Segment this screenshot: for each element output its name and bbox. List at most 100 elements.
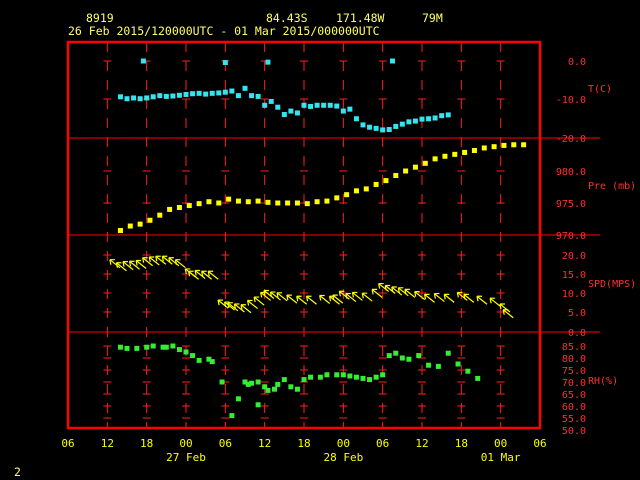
data-point-temperature (340, 108, 346, 114)
wind-barb-shaft (391, 286, 403, 296)
wind-barb-head (296, 295, 302, 302)
wind-barb-head (378, 282, 384, 289)
data-point-pressure (265, 199, 271, 205)
data-point-pressure (511, 142, 517, 148)
wind-barb-shaft (397, 287, 409, 297)
y-tick-label-humidity: 70.0 (562, 378, 586, 389)
data-point-temperature (334, 103, 340, 109)
wind-barb (423, 293, 435, 303)
panel-label-wind: SPD(MPS) (588, 279, 636, 290)
data-point-pressure (235, 198, 241, 204)
wind-barb-head (109, 259, 115, 265)
wind-barb-head (397, 287, 404, 293)
data-point-temperature (268, 98, 274, 104)
data-point-temperature (144, 95, 150, 101)
data-point-humidity (353, 374, 359, 380)
data-point-temperature (308, 103, 314, 109)
data-point-humidity (360, 375, 366, 381)
wind-barb (443, 293, 455, 303)
data-point-temperature (347, 106, 353, 112)
latitude: 84.43S (266, 11, 308, 25)
data-point-humidity (324, 372, 330, 378)
wind-barb-head (361, 292, 368, 299)
wind-barb (351, 291, 363, 301)
x-tick-label: 18 (455, 437, 468, 450)
data-point-temperature (419, 116, 425, 122)
wind-barb-head (187, 270, 194, 277)
data-point-humidity (117, 344, 123, 350)
data-point-humidity (183, 349, 189, 355)
wind-barb-shaft (489, 297, 501, 307)
x-tick-label: 18 (297, 437, 310, 450)
data-point-temperature (390, 58, 395, 64)
wind-barb (260, 291, 272, 301)
wind-barb (286, 294, 298, 304)
wind-barb (142, 257, 154, 267)
wind-barb-shaft (443, 293, 455, 303)
wind-barb-head (319, 294, 325, 301)
wind-barb (207, 270, 219, 280)
wind-barb-head (404, 288, 410, 295)
wind-barb (414, 291, 426, 301)
data-point-humidity (386, 353, 392, 359)
wind-barb (224, 301, 235, 311)
wind-barb-head (269, 291, 276, 298)
data-point-humidity (272, 386, 277, 392)
data-point-temperature (170, 93, 176, 99)
data-point-humidity (242, 379, 248, 385)
data-point-pressure (216, 200, 222, 206)
wind-barb (361, 292, 373, 302)
data-point-temperature (242, 85, 248, 91)
wind-barb-head (217, 299, 224, 306)
wind-barb-shaft (424, 293, 435, 303)
x-tick-label: 06 (61, 437, 74, 450)
wind-barb (253, 296, 265, 306)
wind-barb-shaft (286, 294, 298, 304)
wind-barb (217, 299, 229, 309)
wind-barb-head (456, 291, 463, 298)
panel-label-temperature: T(C) (588, 84, 612, 95)
data-point-humidity (176, 347, 182, 353)
data-point-temperature (137, 96, 143, 102)
wind-barb (201, 270, 213, 280)
data-point-pressure (157, 212, 163, 218)
data-point-pressure (206, 199, 212, 205)
data-point-pressure (344, 192, 350, 198)
data-point-temperature (265, 59, 271, 65)
wind-barb (233, 303, 245, 313)
data-point-temperature (163, 93, 169, 99)
y-tick-label-temperature: -20.0 (556, 134, 586, 145)
data-point-humidity (209, 359, 215, 365)
data-point-humidity (150, 343, 156, 349)
wind-barb (404, 288, 416, 298)
x-tick-label: 12 (101, 437, 114, 450)
data-point-pressure (304, 201, 310, 207)
station-id: 8919 (86, 11, 114, 25)
wind-barb (305, 295, 317, 305)
time-range: 26 Feb 2015/120000UTC - 01 Mar 2015/0000… (68, 24, 380, 38)
wind-barb-shaft (476, 295, 488, 305)
wind-barb-head (115, 262, 122, 268)
wind-barb-shaft (260, 291, 272, 301)
data-point-temperature (406, 119, 412, 125)
wind-barb-head (233, 303, 240, 310)
longitude: 171.48W (336, 11, 385, 25)
data-point-temperature (439, 113, 445, 119)
y-tick-label-pressure: 980.0 (556, 167, 586, 178)
data-point-temperature (432, 115, 438, 121)
data-point-humidity (380, 372, 386, 378)
y-tick-label-humidity: 85.0 (562, 342, 586, 353)
data-point-humidity (308, 374, 314, 380)
wind-barb-head (345, 292, 351, 299)
wind-barb (332, 294, 344, 304)
wind-barb (174, 259, 186, 269)
data-point-humidity (124, 345, 130, 351)
wind-barb (168, 257, 180, 267)
wind-barb-head (128, 260, 135, 267)
x-tick-label: 18 (140, 437, 153, 450)
wind-barb (328, 295, 340, 305)
plot-frame (66, 40, 542, 430)
wind-barb-head (351, 291, 358, 298)
data-point-temperature (249, 93, 255, 99)
